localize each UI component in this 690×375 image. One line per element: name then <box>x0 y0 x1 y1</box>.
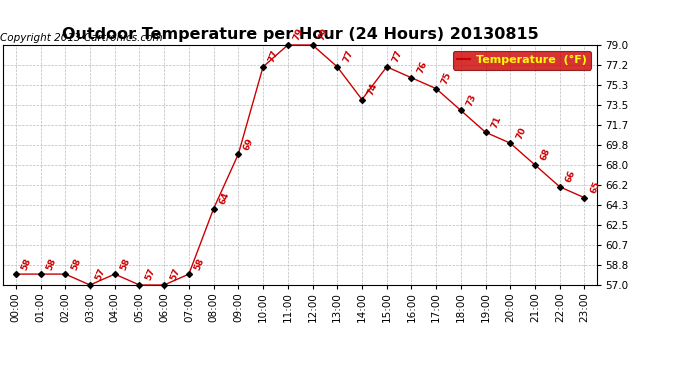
Text: 57: 57 <box>94 267 107 282</box>
Text: 71: 71 <box>490 114 503 129</box>
Text: 77: 77 <box>342 49 355 64</box>
Text: 58: 58 <box>45 256 58 272</box>
Text: 58: 58 <box>119 256 132 272</box>
Text: 70: 70 <box>515 126 528 140</box>
Text: 73: 73 <box>465 93 478 108</box>
Text: 79: 79 <box>317 27 330 42</box>
Title: Outdoor Temperature per Hour (24 Hours) 20130815: Outdoor Temperature per Hour (24 Hours) … <box>62 27 538 42</box>
Text: 74: 74 <box>366 82 380 97</box>
Text: 66: 66 <box>564 169 577 184</box>
Text: 77: 77 <box>391 49 404 64</box>
Text: 69: 69 <box>242 136 255 152</box>
Text: 57: 57 <box>144 267 157 282</box>
Text: 75: 75 <box>440 71 453 86</box>
Text: 57: 57 <box>168 267 181 282</box>
Text: 65: 65 <box>589 180 602 195</box>
Text: Copyright 2013 Cartronics.com: Copyright 2013 Cartronics.com <box>1 33 163 43</box>
Text: 58: 58 <box>193 256 206 272</box>
Text: 77: 77 <box>267 49 280 64</box>
Text: 68: 68 <box>539 147 552 162</box>
Text: 58: 58 <box>20 256 33 272</box>
Text: 64: 64 <box>218 191 231 206</box>
Text: 58: 58 <box>70 256 83 272</box>
Legend: Temperature  (°F): Temperature (°F) <box>453 51 591 69</box>
Text: 79: 79 <box>292 27 305 42</box>
Text: 76: 76 <box>415 60 428 75</box>
